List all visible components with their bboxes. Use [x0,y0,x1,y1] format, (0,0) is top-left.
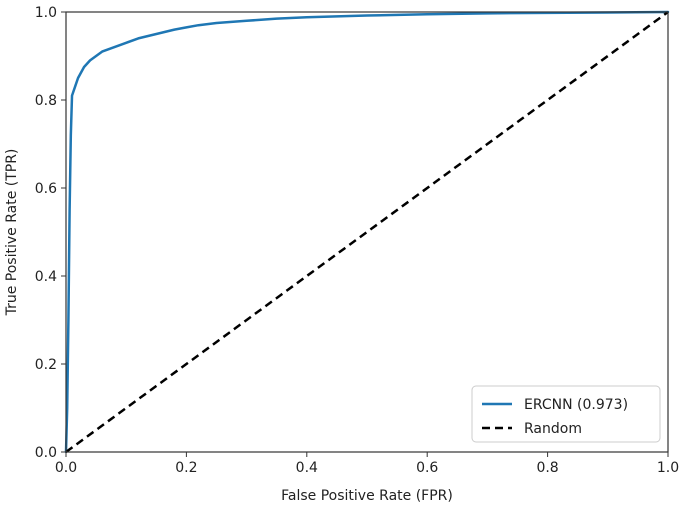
legend-frame [471,385,661,443]
y-tick-label: 0.2 [35,357,57,373]
legend-label-random: Random [524,421,582,437]
legend: ERCNN (0.973) Random [471,385,661,443]
x-tick-label: 0.0 [55,460,77,476]
y-tick-label: 0.8 [35,93,57,109]
y-tick-label: 0.6 [35,181,57,197]
y-tick-label: 0.4 [35,269,57,285]
x-axis-label: False Positive Rate (FPR) [281,488,453,504]
y-tick-label: 1.0 [35,5,57,21]
series-line-ercnn [64,10,670,454]
x-tick-label: 0.6 [416,460,438,476]
series-line-random [65,10,669,454]
x-tick-label: 0.8 [536,460,558,476]
x-tick-label: 0.4 [296,460,318,476]
x-tick-label: 0.2 [175,460,197,476]
y-axis-label: True Positive Rate (TPR) [4,149,20,317]
legend-label-ercnn: ERCNN (0.973) [524,397,628,413]
y-tick-label: 0.0 [35,445,57,461]
x-tick-label: 1.0 [657,460,679,476]
plot-area-frame [65,11,669,453]
